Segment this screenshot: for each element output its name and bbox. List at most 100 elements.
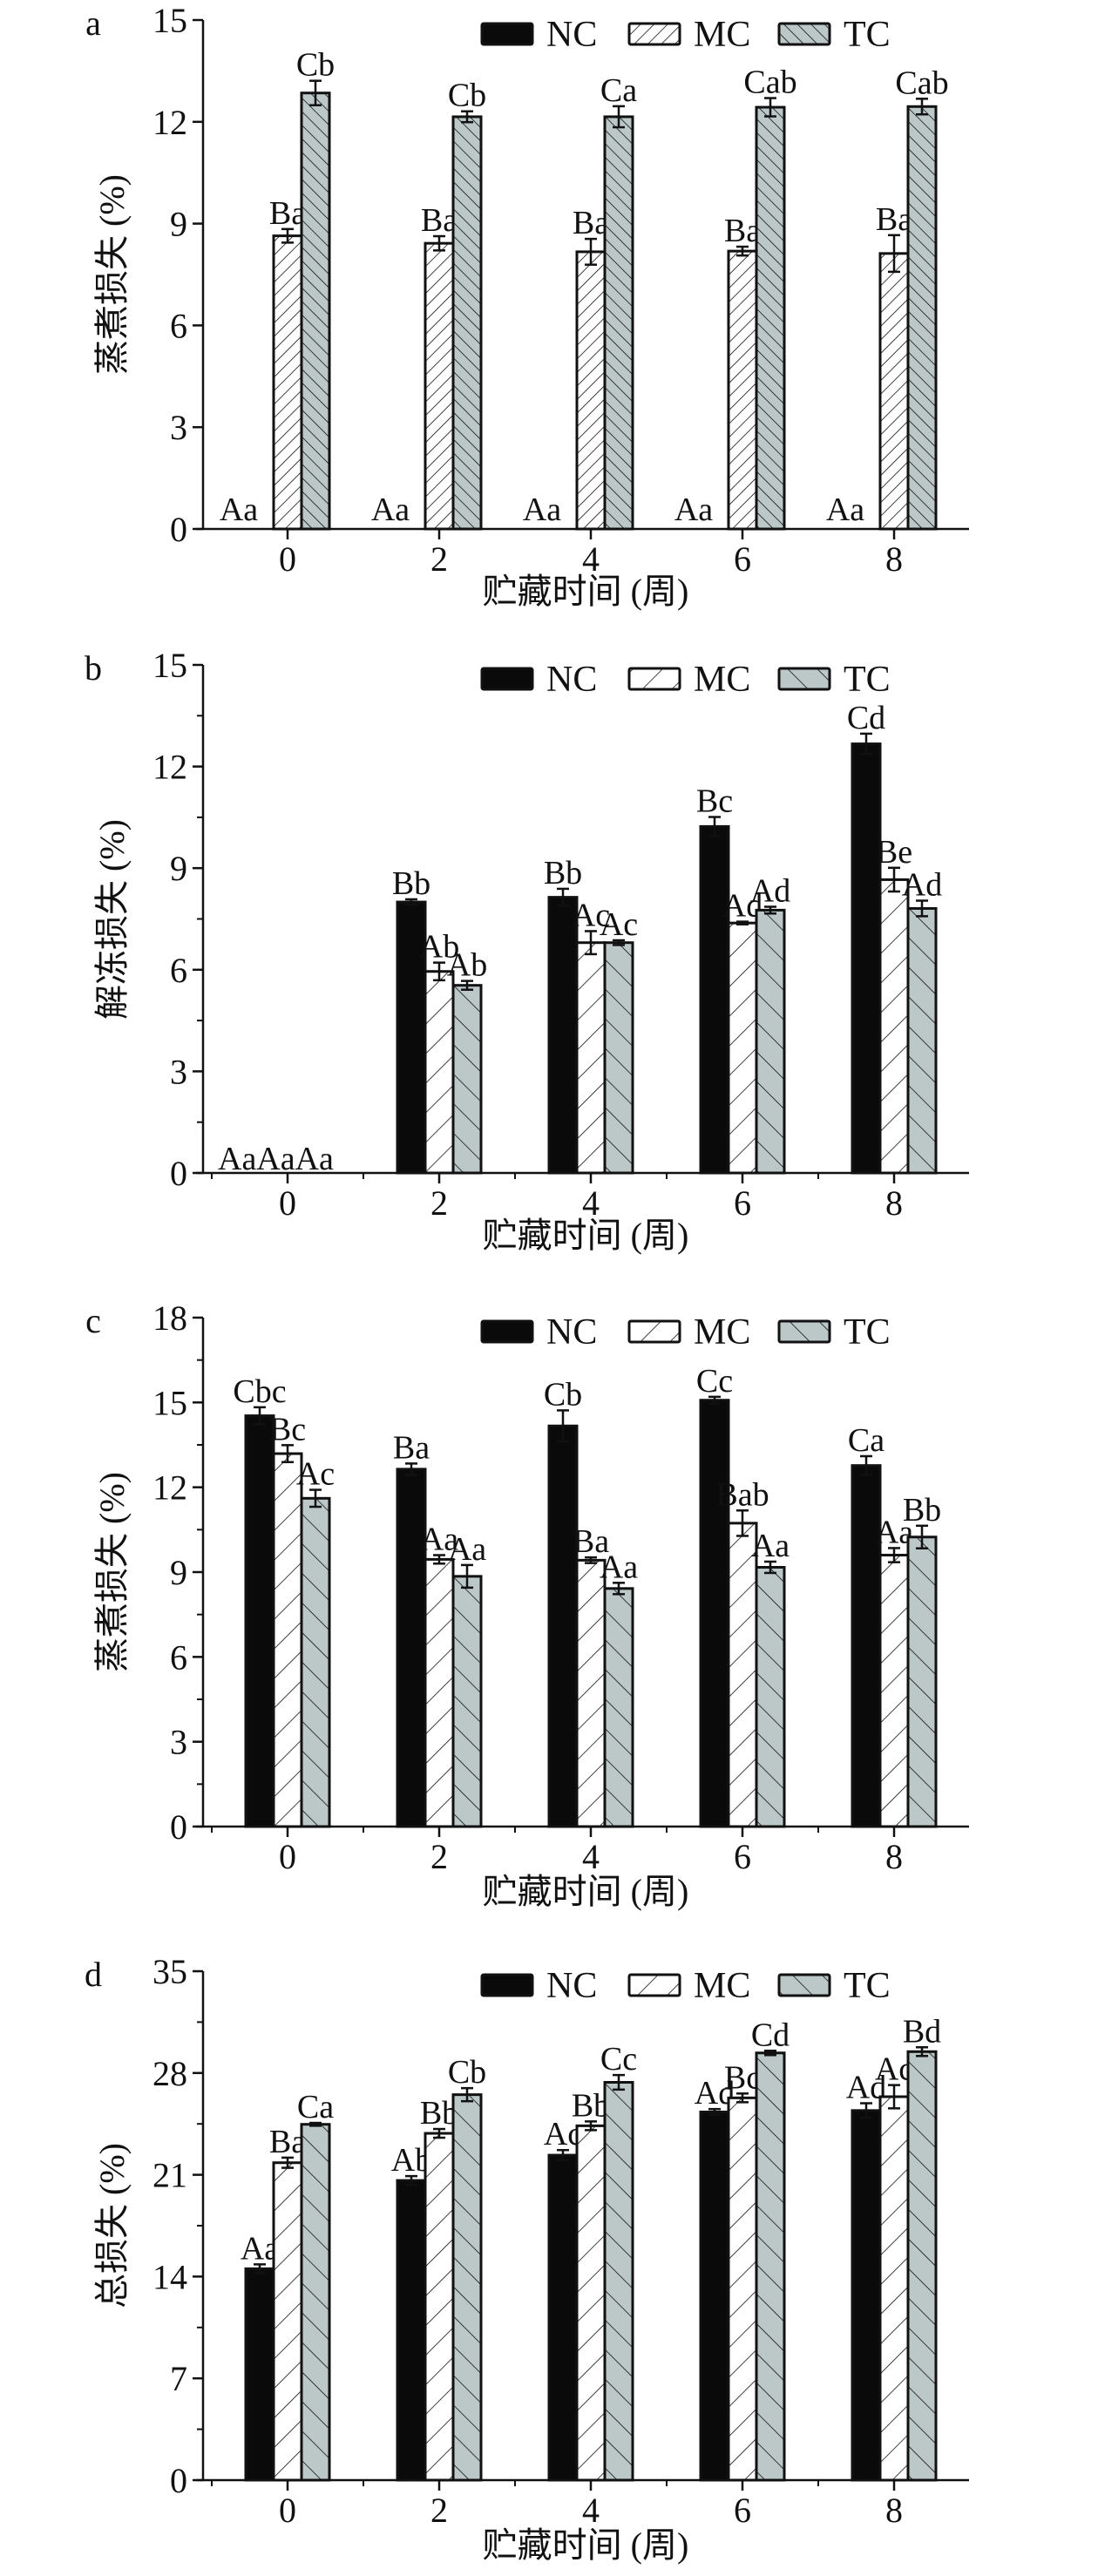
legend: NC MC TC bbox=[480, 15, 891, 55]
significance-label: Bab bbox=[715, 1476, 769, 1513]
bar-tc-week-2 bbox=[451, 115, 483, 531]
error-bar bbox=[461, 2086, 473, 2103]
legend-swatch-nc bbox=[480, 1973, 534, 1997]
error-bar bbox=[888, 2084, 900, 2110]
bar-tc-week-4 bbox=[603, 115, 634, 531]
error-bar bbox=[461, 110, 473, 124]
error-bar bbox=[736, 2092, 749, 2104]
bar-mc-week-4 bbox=[575, 1558, 607, 1828]
x-tick-label: 2 bbox=[430, 2491, 448, 2530]
error-bar bbox=[916, 899, 928, 918]
y-tick-label: 3 bbox=[170, 1052, 187, 1091]
significance-label: Ad bbox=[750, 873, 790, 910]
significance-label: AaAaAa bbox=[218, 1141, 334, 1177]
bar-tc-week-8 bbox=[906, 2050, 938, 2482]
y-tick-label: 0 bbox=[170, 1154, 187, 1193]
bar-mc-week-0 bbox=[272, 2161, 303, 2482]
error-bar bbox=[708, 816, 721, 837]
bar-tc-week-6 bbox=[755, 908, 786, 1175]
x-tick-label: 6 bbox=[734, 539, 751, 579]
legend-swatch-nc bbox=[480, 22, 534, 46]
x-tick-label: 4 bbox=[582, 2491, 600, 2530]
y-tick-label: 15 bbox=[152, 1, 187, 40]
y-axis-title: 蒸煮损失 (%) bbox=[92, 1472, 132, 1672]
legend-swatch-tc bbox=[777, 1319, 831, 1344]
bar-mc-week-8 bbox=[878, 878, 910, 1175]
significance-label: Ba bbox=[876, 201, 912, 238]
x-tick-label: 6 bbox=[734, 2491, 751, 2530]
bar-tc-week-4 bbox=[603, 2080, 634, 2482]
significance-label: Cd bbox=[847, 700, 885, 736]
bar-mc-week-6 bbox=[727, 2096, 758, 2482]
y-tick-label: 6 bbox=[170, 1637, 187, 1677]
x-tick-label: 2 bbox=[430, 539, 448, 579]
y-tick-label: 18 bbox=[152, 1298, 187, 1338]
bar-tc-week-2 bbox=[451, 984, 483, 1175]
error-bar bbox=[281, 1444, 294, 1464]
x-tick-label: 0 bbox=[279, 539, 296, 579]
x-tick-label: 4 bbox=[582, 1183, 600, 1223]
significance-label: Ba bbox=[269, 195, 306, 232]
significance-label: Aa bbox=[420, 1522, 458, 1558]
error-bar bbox=[254, 2263, 266, 2274]
legend-label: NC bbox=[546, 15, 597, 55]
x-tick-label: 8 bbox=[885, 1837, 903, 1876]
x-axis-title: 贮藏时间 (周) bbox=[483, 1216, 689, 1255]
error-bar bbox=[405, 1462, 417, 1476]
x-tick-label: 8 bbox=[885, 539, 903, 579]
error-bar bbox=[433, 1554, 445, 1565]
bar-tc-week-6 bbox=[755, 105, 786, 531]
error-bar bbox=[557, 887, 569, 907]
significance-label: Ba bbox=[573, 205, 609, 241]
bar-tc-week-6 bbox=[755, 1565, 786, 1828]
y-tick-label: 6 bbox=[170, 306, 187, 345]
significance-label: Cc bbox=[600, 2041, 637, 2078]
error-bar bbox=[916, 98, 928, 116]
legend-label: TC bbox=[844, 660, 891, 700]
panel-a: a 蒸煮损失 (%) 贮藏时间 (周) Aa Aa Aa Aa Aa Ba Ba Ba Ba Ba… bbox=[85, 1, 969, 611]
significance-label: Aa bbox=[674, 491, 713, 528]
panel-letter: c bbox=[85, 1301, 101, 1340]
error-bar bbox=[764, 2050, 776, 2057]
significance-label: Ba bbox=[393, 1429, 430, 1466]
significance-label: Ab bbox=[447, 947, 487, 984]
error-bar bbox=[461, 980, 473, 991]
bar-nc-week-8 bbox=[851, 742, 882, 1175]
y-tick-label: 15 bbox=[152, 1383, 187, 1422]
bar-mc-week-0 bbox=[272, 234, 303, 531]
legend-label: NC bbox=[546, 1312, 597, 1352]
x-tick-label: 4 bbox=[582, 1837, 600, 1876]
bar-tc-week-2 bbox=[451, 1575, 483, 1828]
y-tick-label: 9 bbox=[170, 205, 187, 244]
bar-tc-week-8 bbox=[906, 906, 938, 1175]
error-bar bbox=[557, 2148, 569, 2162]
bar-tc-week-4 bbox=[603, 941, 634, 1175]
significance-label: Ba bbox=[573, 1523, 609, 1560]
bar-mc-week-8 bbox=[878, 1554, 910, 1828]
legend-swatch-tc bbox=[777, 1973, 831, 1997]
legend-label: MC bbox=[694, 1312, 750, 1352]
significance-label: Ba bbox=[421, 202, 458, 239]
x-tick-label: 4 bbox=[582, 539, 600, 579]
significance-label: Cbc bbox=[233, 1373, 286, 1410]
error-bar bbox=[916, 2046, 928, 2057]
panel-letter: b bbox=[85, 648, 102, 688]
significance-label: Ca bbox=[600, 72, 637, 109]
legend: NC MC TC bbox=[480, 1966, 891, 2006]
bar-tc-week-0 bbox=[300, 2123, 331, 2482]
y-tick-label: 14 bbox=[152, 2257, 187, 2296]
bar-mc-week-2 bbox=[424, 2132, 455, 2482]
significance-label: Ac bbox=[296, 1456, 335, 1493]
error-bar bbox=[309, 1488, 322, 1508]
significance-label: Cc bbox=[696, 1363, 733, 1400]
y-tick-label: 35 bbox=[152, 1952, 187, 1991]
x-tick-label: 6 bbox=[734, 1183, 751, 1223]
bar-nc-week-0 bbox=[244, 1414, 275, 1828]
x-tick-label: 2 bbox=[430, 1183, 448, 1223]
bar-mc-week-4 bbox=[575, 2124, 607, 2482]
significance-label: Aa bbox=[751, 1528, 790, 1564]
x-tick-label: 0 bbox=[279, 1837, 296, 1876]
bar-mc-week-4 bbox=[575, 250, 607, 531]
error-bar bbox=[433, 2127, 445, 2139]
